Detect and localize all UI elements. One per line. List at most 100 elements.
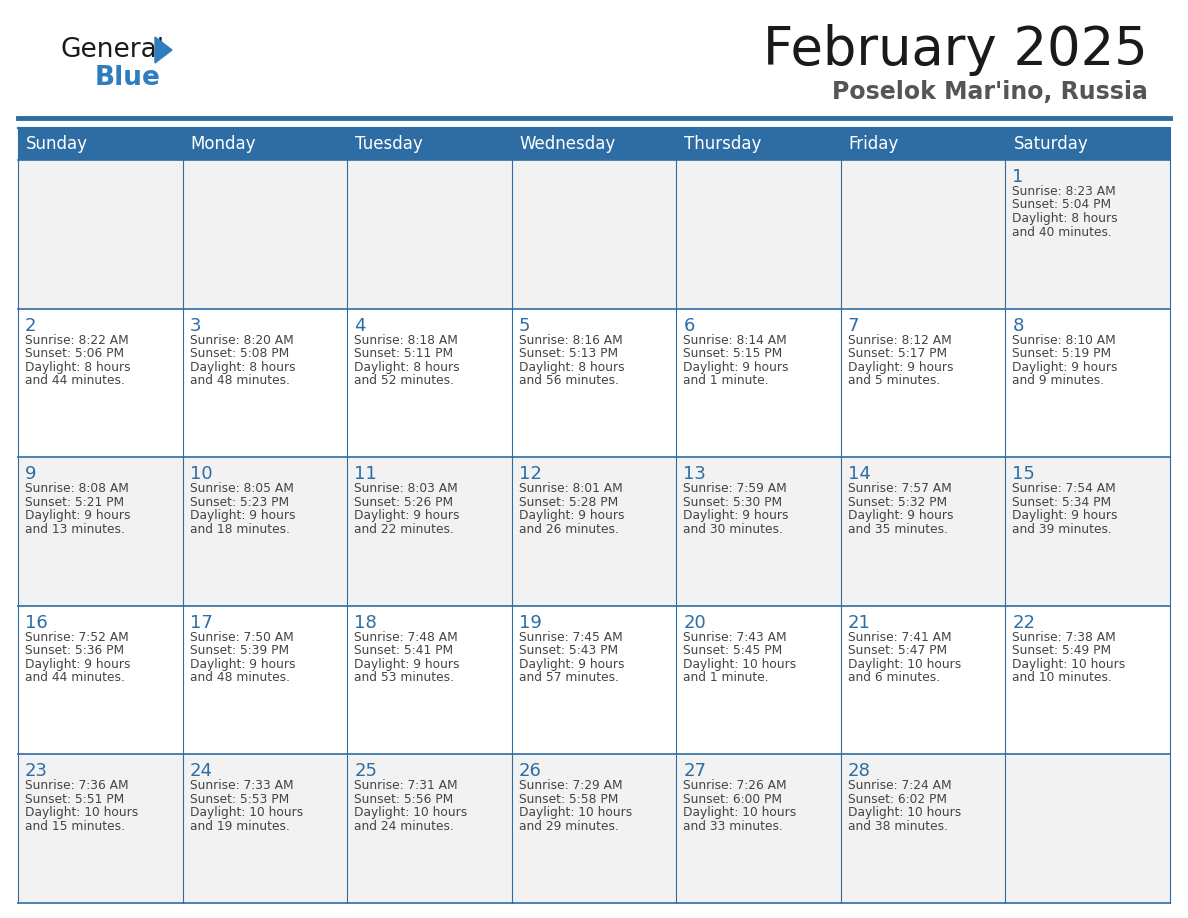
Text: and 30 minutes.: and 30 minutes.: [683, 522, 783, 536]
Bar: [512, 308, 676, 457]
Text: Tuesday: Tuesday: [355, 135, 423, 153]
Text: Daylight: 9 hours: Daylight: 9 hours: [519, 658, 624, 671]
Text: and 56 minutes.: and 56 minutes.: [519, 375, 619, 387]
Text: Sunset: 5:39 PM: Sunset: 5:39 PM: [190, 644, 289, 657]
Text: and 35 minutes.: and 35 minutes.: [848, 522, 948, 536]
Text: Monday: Monday: [190, 135, 257, 153]
Text: Daylight: 10 hours: Daylight: 10 hours: [848, 658, 961, 671]
Bar: [347, 160, 512, 308]
Text: and 57 minutes.: and 57 minutes.: [519, 671, 619, 684]
Text: 14: 14: [848, 465, 871, 483]
Text: Sunset: 5:53 PM: Sunset: 5:53 PM: [190, 793, 289, 806]
Text: Daylight: 9 hours: Daylight: 9 hours: [848, 509, 953, 522]
Text: 23: 23: [25, 763, 48, 780]
Text: 19: 19: [519, 614, 542, 632]
Bar: [18, 457, 183, 606]
Text: Sunset: 5:11 PM: Sunset: 5:11 PM: [354, 347, 454, 360]
Polygon shape: [154, 37, 172, 63]
Bar: [1005, 606, 1170, 755]
Text: Sunset: 5:30 PM: Sunset: 5:30 PM: [683, 496, 783, 509]
Text: and 53 minutes.: and 53 minutes.: [354, 671, 454, 684]
Text: Daylight: 10 hours: Daylight: 10 hours: [1012, 658, 1126, 671]
Bar: [183, 308, 347, 457]
Text: Sunrise: 7:59 AM: Sunrise: 7:59 AM: [683, 482, 786, 495]
Text: Daylight: 10 hours: Daylight: 10 hours: [519, 806, 632, 820]
Text: Sunday: Sunday: [26, 135, 88, 153]
Bar: [841, 755, 1005, 903]
Bar: [1005, 160, 1170, 308]
Text: Sunrise: 7:52 AM: Sunrise: 7:52 AM: [25, 631, 128, 644]
Text: Daylight: 9 hours: Daylight: 9 hours: [354, 658, 460, 671]
Text: Wednesday: Wednesday: [519, 135, 615, 153]
Text: 10: 10: [190, 465, 213, 483]
Text: and 18 minutes.: and 18 minutes.: [190, 522, 290, 536]
Text: and 13 minutes.: and 13 minutes.: [25, 522, 125, 536]
Text: and 52 minutes.: and 52 minutes.: [354, 375, 454, 387]
Text: 18: 18: [354, 614, 377, 632]
Text: Sunrise: 7:31 AM: Sunrise: 7:31 AM: [354, 779, 457, 792]
Text: Daylight: 9 hours: Daylight: 9 hours: [683, 361, 789, 374]
Text: 27: 27: [683, 763, 707, 780]
Text: Sunset: 6:02 PM: Sunset: 6:02 PM: [848, 793, 947, 806]
Text: Daylight: 9 hours: Daylight: 9 hours: [25, 658, 131, 671]
Text: Daylight: 10 hours: Daylight: 10 hours: [354, 806, 467, 820]
Bar: [183, 606, 347, 755]
Bar: [347, 755, 512, 903]
Text: Daylight: 8 hours: Daylight: 8 hours: [25, 361, 131, 374]
Text: Sunset: 5:04 PM: Sunset: 5:04 PM: [1012, 198, 1112, 211]
Text: Daylight: 9 hours: Daylight: 9 hours: [1012, 509, 1118, 522]
Text: Sunset: 5:15 PM: Sunset: 5:15 PM: [683, 347, 783, 360]
Text: and 19 minutes.: and 19 minutes.: [190, 820, 290, 833]
Text: Daylight: 9 hours: Daylight: 9 hours: [190, 509, 295, 522]
Text: and 48 minutes.: and 48 minutes.: [190, 671, 290, 684]
Text: Daylight: 10 hours: Daylight: 10 hours: [848, 806, 961, 820]
Text: 7: 7: [848, 317, 859, 334]
Bar: [183, 755, 347, 903]
Text: Sunset: 5:45 PM: Sunset: 5:45 PM: [683, 644, 783, 657]
Text: Daylight: 10 hours: Daylight: 10 hours: [190, 806, 303, 820]
Text: 1: 1: [1012, 168, 1024, 186]
Text: General: General: [61, 37, 164, 63]
Text: Sunrise: 7:36 AM: Sunrise: 7:36 AM: [25, 779, 128, 792]
Text: and 22 minutes.: and 22 minutes.: [354, 522, 454, 536]
Text: Daylight: 9 hours: Daylight: 9 hours: [354, 509, 460, 522]
Bar: [183, 160, 347, 308]
Text: and 1 minute.: and 1 minute.: [683, 375, 769, 387]
Text: Daylight: 9 hours: Daylight: 9 hours: [683, 509, 789, 522]
Text: Sunset: 5:41 PM: Sunset: 5:41 PM: [354, 644, 454, 657]
Bar: [1005, 308, 1170, 457]
Text: 5: 5: [519, 317, 530, 334]
Text: Daylight: 8 hours: Daylight: 8 hours: [190, 361, 295, 374]
Text: and 33 minutes.: and 33 minutes.: [683, 820, 783, 833]
Text: Sunrise: 8:08 AM: Sunrise: 8:08 AM: [25, 482, 128, 495]
Bar: [347, 606, 512, 755]
Text: and 9 minutes.: and 9 minutes.: [1012, 375, 1105, 387]
Text: and 26 minutes.: and 26 minutes.: [519, 522, 619, 536]
Bar: [347, 308, 512, 457]
Text: Sunrise: 7:50 AM: Sunrise: 7:50 AM: [190, 631, 293, 644]
Text: Daylight: 9 hours: Daylight: 9 hours: [519, 509, 624, 522]
Text: Sunset: 5:49 PM: Sunset: 5:49 PM: [1012, 644, 1112, 657]
Text: Sunrise: 8:05 AM: Sunrise: 8:05 AM: [190, 482, 293, 495]
Text: 24: 24: [190, 763, 213, 780]
Text: Daylight: 8 hours: Daylight: 8 hours: [354, 361, 460, 374]
Text: Daylight: 8 hours: Daylight: 8 hours: [1012, 212, 1118, 225]
Text: 2: 2: [25, 317, 37, 334]
Bar: [841, 457, 1005, 606]
Bar: [841, 160, 1005, 308]
Text: 6: 6: [683, 317, 695, 334]
Text: Sunrise: 8:01 AM: Sunrise: 8:01 AM: [519, 482, 623, 495]
Text: Sunrise: 8:14 AM: Sunrise: 8:14 AM: [683, 333, 786, 347]
Bar: [18, 128, 1170, 160]
Bar: [676, 160, 841, 308]
Text: Daylight: 8 hours: Daylight: 8 hours: [519, 361, 625, 374]
Text: Sunset: 5:26 PM: Sunset: 5:26 PM: [354, 496, 454, 509]
Text: and 44 minutes.: and 44 minutes.: [25, 375, 125, 387]
Bar: [676, 755, 841, 903]
Bar: [1005, 457, 1170, 606]
Text: 28: 28: [848, 763, 871, 780]
Text: and 10 minutes.: and 10 minutes.: [1012, 671, 1112, 684]
Bar: [676, 606, 841, 755]
Text: Sunset: 5:36 PM: Sunset: 5:36 PM: [25, 644, 124, 657]
Bar: [18, 308, 183, 457]
